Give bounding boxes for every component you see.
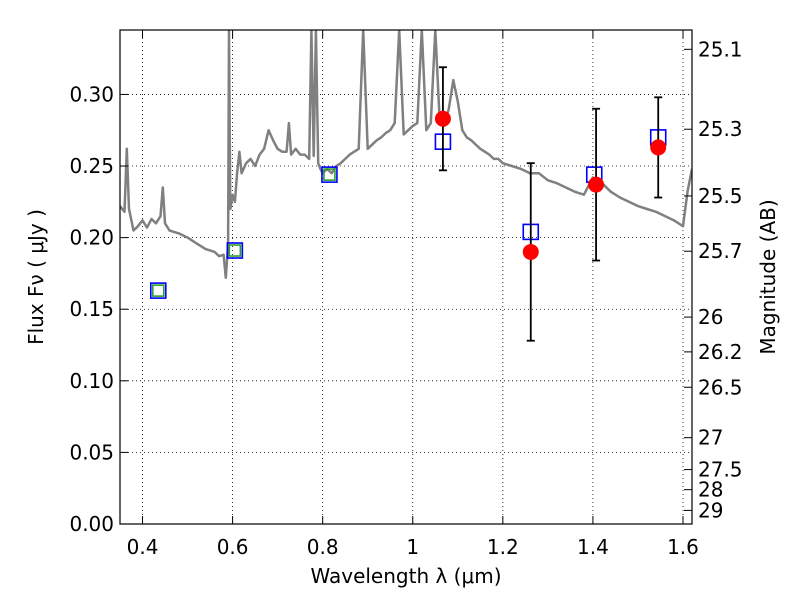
y-tick-label: 0.10	[69, 369, 114, 393]
magnitude-tick-label: 25.7	[698, 239, 743, 263]
measured-flux-point	[650, 139, 667, 156]
measured-flux-point	[522, 243, 539, 260]
y-tick-label: 0.30	[69, 82, 114, 106]
model-flux-square	[226, 242, 244, 259]
plot-frame	[119, 29, 693, 525]
magnitude-tick-label: 26.2	[698, 340, 743, 364]
model-flux-square	[321, 166, 338, 183]
measured-flux-point	[434, 110, 451, 127]
magnitude-tick-label: 27.5	[698, 458, 743, 482]
model-flux-square	[149, 282, 167, 299]
y-tick-label: 0.20	[69, 226, 114, 250]
x-tick-label: 1	[406, 535, 419, 559]
measured-flux-point	[588, 176, 605, 193]
y-tick-label: 0.00	[69, 512, 114, 536]
magnitude-tick-label: 25.3	[698, 117, 743, 141]
magnitude-tick-label: 29	[698, 498, 723, 522]
x-tick-label: 1.6	[667, 535, 699, 559]
y2-axis-label: Magnitude (AB)	[756, 199, 780, 354]
photometry-markers	[149, 66, 667, 342]
x-tick-label: 0.6	[217, 535, 249, 559]
observed-flux-square	[228, 244, 242, 257]
magnitude-tick-label: 25.1	[698, 37, 743, 61]
y-tick-label: 0.15	[69, 297, 114, 321]
magnitude-tick-label: 27	[698, 426, 723, 450]
y-tick-label: 0.25	[69, 154, 114, 178]
grid	[120, 30, 692, 524]
magnitude-tick-label: 26	[698, 305, 723, 329]
x-tick-label: 1.4	[577, 535, 609, 559]
y-axis-label: Flux Fν ( μJy )	[24, 209, 48, 345]
axis-ticks: 0.4 0.6 0.8 1 1.2 1.4 1.6 0.00 0.05 0.10 0.15 0.20 0…	[69, 30, 743, 559]
observed-flux-square	[323, 168, 336, 181]
observed-flux-square	[151, 284, 165, 297]
sed-model-line-path	[120, 30, 692, 279]
x-axis-label: Wavelength λ (μm)	[310, 564, 501, 588]
sed-model-line	[120, 30, 692, 279]
y-tick-label: 0.05	[69, 440, 114, 464]
x-tick-label: 0.4	[127, 535, 159, 559]
magnitude-tick-label: 28	[698, 478, 723, 502]
x-tick-label: 0.8	[307, 535, 339, 559]
magnitude-tick-label: 26.5	[698, 375, 743, 399]
x-tick-label: 1.2	[487, 535, 519, 559]
magnitude-tick-label: 25.5	[698, 184, 743, 208]
